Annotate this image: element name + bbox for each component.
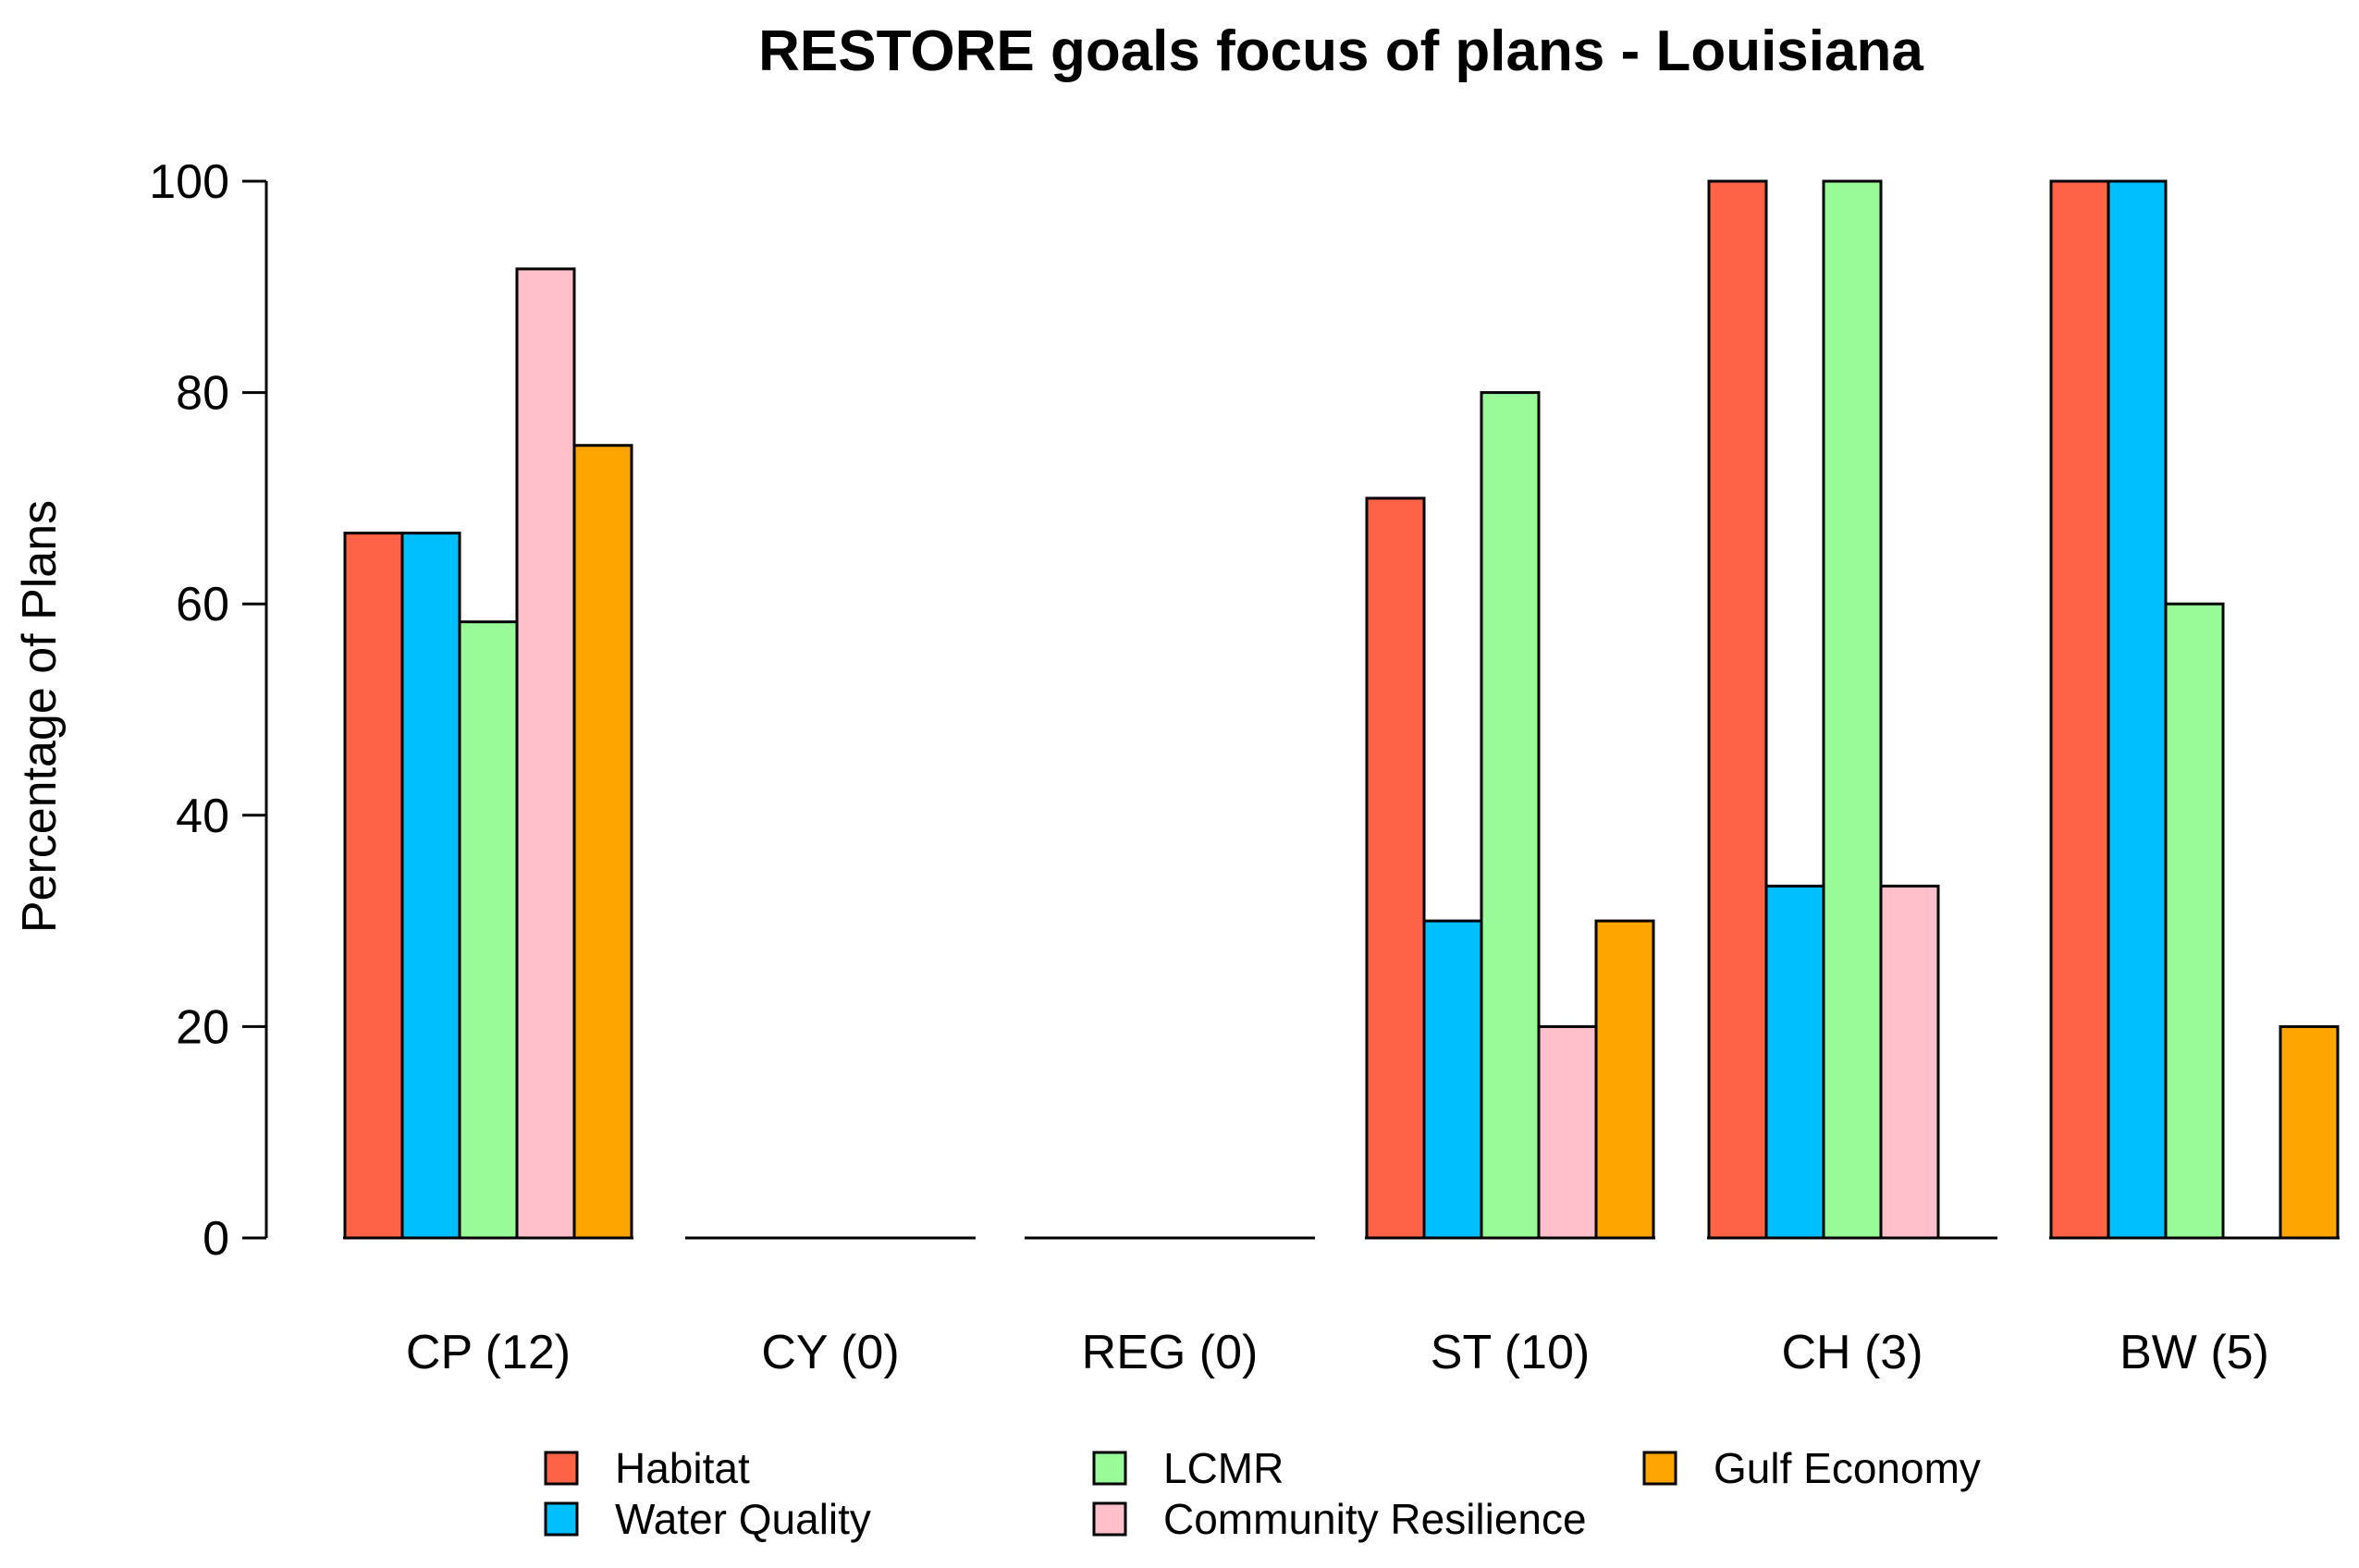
legend-item: LCMR <box>1092 1444 1284 1492</box>
x-tick-labels: CP (12) CY (0) REG (0) ST (10) CH (3) BW (5) <box>406 1326 2269 1379</box>
y-tick-label: 0 <box>203 1212 229 1266</box>
bar <box>2107 179 2168 1240</box>
legend-swatch <box>1092 1451 1127 1486</box>
bar <box>1707 179 1768 1240</box>
legend-label: Gulf Economy <box>1714 1444 1981 1492</box>
y-axis-label: Percentage of Plans <box>13 500 67 933</box>
bar <box>1594 919 1655 1240</box>
legend-swatch <box>1642 1451 1677 1486</box>
bar <box>1365 496 1426 1240</box>
bar <box>1879 884 1940 1240</box>
legend-item: Water Quality <box>544 1495 871 1543</box>
legend-label: Water Quality <box>615 1495 871 1543</box>
bar <box>515 267 576 1240</box>
x-tick-label: ST (10) <box>1431 1326 1590 1379</box>
y-tick-label: 80 <box>176 367 229 421</box>
bar <box>458 620 519 1240</box>
legend-label: Habitat <box>615 1444 750 1492</box>
y-tick-label: 40 <box>176 790 229 843</box>
bar <box>343 532 404 1240</box>
bar <box>2049 179 2110 1240</box>
bar <box>400 532 461 1240</box>
bars <box>343 179 2340 1240</box>
bar <box>572 444 633 1240</box>
x-tick-label: CY (0) <box>761 1326 899 1379</box>
legend-swatch <box>544 1501 579 1537</box>
x-tick-label: BW (5) <box>2119 1326 2269 1379</box>
bar <box>1537 1024 1598 1240</box>
bar <box>2164 602 2225 1240</box>
y-tick-label: 20 <box>176 1000 229 1054</box>
legend-item: Community Resilience <box>1092 1495 1587 1543</box>
legend-item: Gulf Economy <box>1642 1444 1981 1492</box>
legend-item: Habitat <box>544 1444 750 1492</box>
bar <box>1764 884 1825 1240</box>
x-tick-label: CH (3) <box>1781 1326 1923 1379</box>
bar <box>1480 391 1541 1240</box>
chart-title: RESTORE goals focus of plans - Louisiana <box>758 19 1923 83</box>
bar <box>2279 1024 2340 1240</box>
bar <box>1822 179 1883 1240</box>
legend-label: LCMR <box>1163 1444 1284 1492</box>
legend-swatch <box>544 1451 579 1486</box>
y-axis: 0 20 40 60 80 100 <box>149 155 268 1266</box>
legend-swatch <box>1092 1501 1127 1537</box>
y-tick-label: 60 <box>176 578 229 631</box>
legend-label: Community Resilience <box>1163 1495 1587 1543</box>
x-tick-label: CP (12) <box>406 1326 571 1379</box>
y-tick-label: 100 <box>149 155 229 209</box>
x-tick-label: REG (0) <box>1082 1326 1259 1379</box>
bar <box>1422 919 1483 1240</box>
